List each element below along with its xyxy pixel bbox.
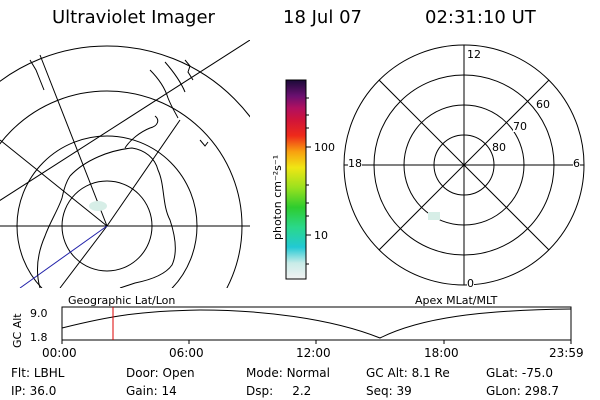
time-label: 02:31:10 UT (425, 7, 536, 28)
x-tick-2359: 23:59 (549, 346, 584, 360)
instrument-title: Ultraviolet Imager (52, 7, 215, 28)
mlat-label-60: 60 (536, 98, 550, 111)
polar-emission-patch (428, 212, 440, 220)
status-glon: GLon: 298.7 (486, 384, 559, 398)
island-outline-2 (199, 139, 209, 147)
date-label: 18 Jul 07 (283, 7, 362, 28)
map-orbit-track (19, 225, 108, 288)
geographic-label: Geographic Lat/Lon (68, 294, 176, 307)
colorbar-scale (285, 79, 307, 280)
mlat-label-80: 80 (492, 141, 506, 154)
altitude-curve (61, 308, 572, 339)
map-meridian-3 (0, 139, 108, 227)
map-meridian-4 (59, 225, 108, 288)
colorbar-label-10: 10 (314, 229, 328, 242)
x-tick-1200: 12:00 (296, 346, 331, 360)
status-dsp: Dsp: 2.2 (246, 384, 312, 398)
y-tick-9: 9.0 (30, 307, 48, 320)
status-door: Door: Open (126, 366, 195, 380)
status-gain: Gain: 14 (126, 384, 177, 398)
map-meridian-5 (106, 119, 181, 227)
x-tick-1800: 18:00 (424, 346, 459, 360)
x-tick-0000: 00:00 (42, 346, 77, 360)
polar-meridian-diag-2 (378, 79, 550, 251)
island-outline (184, 59, 194, 81)
mlat-label-70: 70 (513, 120, 527, 133)
island-outline-3 (29, 59, 45, 91)
map-emission-patch (89, 201, 107, 211)
status-mode: Mode: Normal (246, 366, 330, 380)
status-glat: GLat: -75.0 (486, 366, 553, 380)
mlt-label-0: 0 (467, 277, 474, 290)
status-seq: Seq: 39 (366, 384, 412, 398)
antarctica-coastline (37, 147, 176, 288)
status-gc-alt: GC Alt: 8.1 Re (366, 366, 450, 380)
map-lat-circle-4 (0, 45, 250, 118)
south-america-coastline (149, 61, 186, 119)
colorbar-label-100: 100 (314, 141, 335, 154)
status-filter: Flt: LBHL (11, 366, 65, 380)
status-ip: IP: 36.0 (11, 384, 57, 398)
mlt-label-6: 6 (573, 157, 580, 170)
y-tick-1-8: 1.8 (30, 331, 48, 344)
x-tick-0600: 06:00 (169, 346, 204, 360)
map-meridian-6 (39, 54, 108, 227)
mlt-label-18: 18 (348, 157, 362, 170)
mlt-label-12: 12 (467, 48, 481, 61)
map-meridian-2 (0, 40, 250, 201)
peninsula-coastline (124, 115, 159, 149)
apex-label: Apex MLat/MLT (415, 294, 498, 307)
